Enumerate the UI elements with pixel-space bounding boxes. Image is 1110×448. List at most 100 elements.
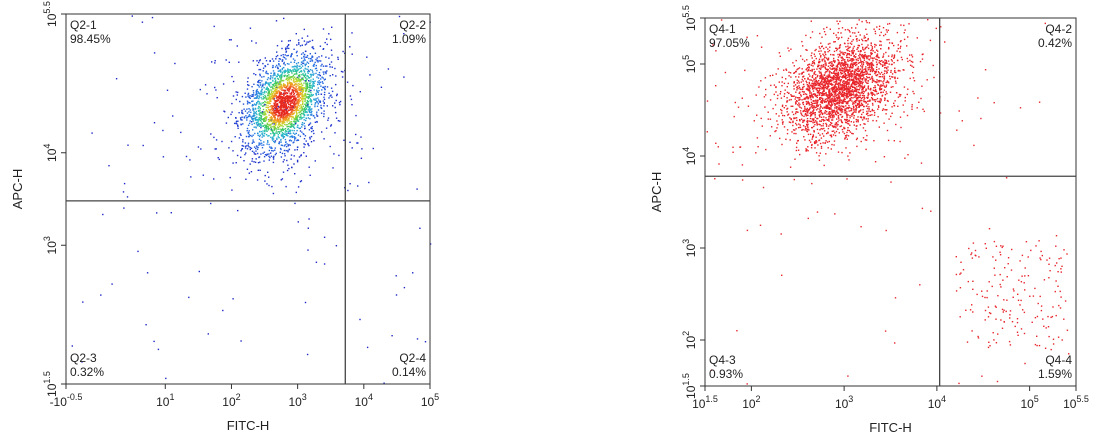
data-point bbox=[825, 140, 827, 142]
data-point bbox=[258, 101, 261, 103]
data-point bbox=[817, 144, 819, 146]
data-point bbox=[258, 123, 261, 125]
data-point bbox=[273, 92, 275, 94]
data-point bbox=[264, 127, 266, 129]
data-point bbox=[253, 161, 255, 163]
data-point bbox=[770, 84, 772, 87]
data-point bbox=[865, 139, 868, 141]
data-point bbox=[277, 136, 279, 138]
data-point bbox=[289, 87, 292, 89]
data-point bbox=[820, 147, 823, 149]
data-point bbox=[285, 104, 287, 106]
data-point bbox=[297, 96, 299, 98]
data-point bbox=[279, 102, 282, 104]
data-point bbox=[844, 62, 847, 64]
data-point bbox=[215, 89, 217, 91]
data-point bbox=[259, 142, 261, 145]
data-point bbox=[894, 77, 896, 79]
data-point bbox=[300, 79, 302, 81]
data-point bbox=[153, 122, 156, 124]
data-point bbox=[810, 20, 812, 22]
data-point bbox=[278, 60, 280, 62]
data-point bbox=[862, 127, 865, 129]
data-point bbox=[845, 76, 847, 78]
data-point bbox=[836, 88, 838, 90]
data-point bbox=[335, 83, 337, 86]
data-point bbox=[839, 98, 841, 101]
data-point bbox=[356, 142, 358, 144]
data-point bbox=[225, 59, 227, 61]
data-point bbox=[257, 119, 259, 121]
data-point bbox=[241, 144, 243, 147]
data-point bbox=[775, 73, 777, 75]
data-point bbox=[877, 108, 879, 110]
data-point bbox=[821, 77, 823, 79]
data-point bbox=[847, 92, 850, 94]
data-point bbox=[215, 148, 217, 150]
data-point bbox=[279, 82, 281, 84]
data-point bbox=[815, 136, 817, 138]
data-point bbox=[315, 58, 317, 61]
data-point bbox=[285, 97, 288, 100]
data-point bbox=[870, 97, 873, 99]
data-point bbox=[793, 178, 795, 181]
data-point bbox=[826, 68, 828, 71]
data-point bbox=[306, 75, 308, 77]
data-point bbox=[842, 105, 844, 107]
data-point bbox=[268, 90, 270, 93]
data-point bbox=[292, 132, 295, 134]
data-point bbox=[309, 108, 312, 110]
data-point bbox=[879, 86, 881, 88]
data-point bbox=[839, 106, 841, 108]
data-point bbox=[311, 94, 313, 97]
data-point bbox=[839, 110, 842, 112]
data-point bbox=[857, 66, 860, 68]
data-point bbox=[792, 121, 794, 124]
data-point bbox=[280, 54, 282, 57]
data-point bbox=[833, 32, 835, 35]
data-point bbox=[231, 102, 233, 105]
data-point bbox=[266, 183, 268, 185]
data-point bbox=[801, 72, 803, 74]
data-point bbox=[896, 92, 898, 94]
data-point bbox=[845, 107, 847, 110]
data-point bbox=[300, 109, 303, 111]
data-point bbox=[153, 340, 155, 343]
data-point bbox=[840, 120, 843, 122]
data-point bbox=[285, 95, 288, 98]
data-point bbox=[260, 130, 263, 133]
data-point bbox=[255, 150, 257, 152]
data-point bbox=[295, 85, 297, 87]
data-point bbox=[960, 272, 962, 274]
data-point bbox=[862, 116, 865, 118]
data-point bbox=[216, 97, 218, 99]
data-point bbox=[269, 60, 271, 62]
data-point bbox=[246, 88, 249, 90]
x-tick-label: 103 bbox=[288, 392, 306, 409]
data-point bbox=[315, 99, 317, 101]
data-point bbox=[267, 94, 270, 97]
data-point bbox=[847, 100, 849, 103]
data-point bbox=[313, 132, 315, 135]
data-point bbox=[272, 79, 274, 82]
data-point bbox=[839, 62, 841, 65]
data-point bbox=[340, 70, 343, 73]
data-point bbox=[880, 71, 883, 74]
data-point bbox=[797, 80, 800, 82]
data-point bbox=[329, 145, 331, 148]
data-point bbox=[292, 91, 295, 93]
data-point bbox=[893, 62, 895, 64]
data-point bbox=[988, 341, 990, 343]
data-point bbox=[852, 90, 854, 93]
data-point bbox=[866, 96, 868, 99]
data-point bbox=[271, 96, 274, 99]
data-point bbox=[825, 46, 827, 48]
data-point bbox=[309, 138, 311, 140]
data-point bbox=[817, 64, 819, 66]
data-point bbox=[287, 115, 290, 117]
data-point bbox=[295, 33, 297, 35]
data-point bbox=[856, 48, 858, 50]
data-point bbox=[290, 111, 292, 114]
data-point bbox=[241, 148, 243, 150]
data-point bbox=[803, 85, 805, 88]
